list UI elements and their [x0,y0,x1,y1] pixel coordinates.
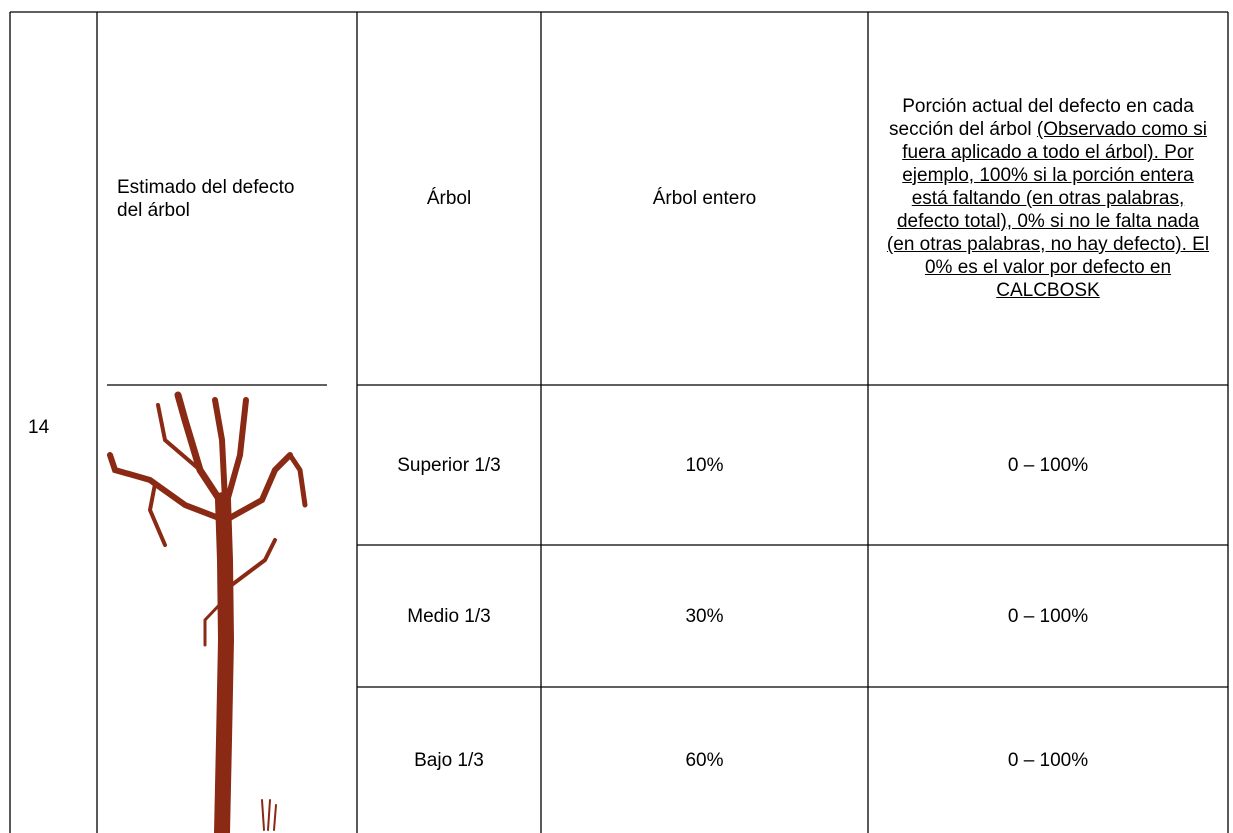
table-cell: Bajo 1/3 [414,749,484,771]
header-cell: Árbol [426,188,472,209]
table-cell: 0 – 100% [1007,454,1089,476]
header-text-underlined: (Observado como si fuera aplicado a todo… [886,119,1210,301]
table-cell: Medio 1/3 [407,605,491,627]
table-cell: 0 – 100% [1007,749,1089,771]
header-text: Porción actual del defecto en cada secci… [882,95,1214,302]
table-cell: 30% [685,605,724,627]
header-cell: Estimado del defecto del árbol [117,176,295,221]
table-cell: Superior 1/3 [397,454,501,476]
table-cell: 60% [685,749,724,771]
row-number: 14 [28,417,50,438]
header-cell: Porción actual del defecto en cada secci… [868,12,1228,385]
table-cell: 0 – 100% [1007,605,1089,627]
tree-illustration [107,391,308,833]
header-cell: Árbol entero [652,188,757,209]
table-cell: 10% [685,454,724,476]
header-text-plain: Porción actual del defecto en cada secci… [889,96,1194,140]
